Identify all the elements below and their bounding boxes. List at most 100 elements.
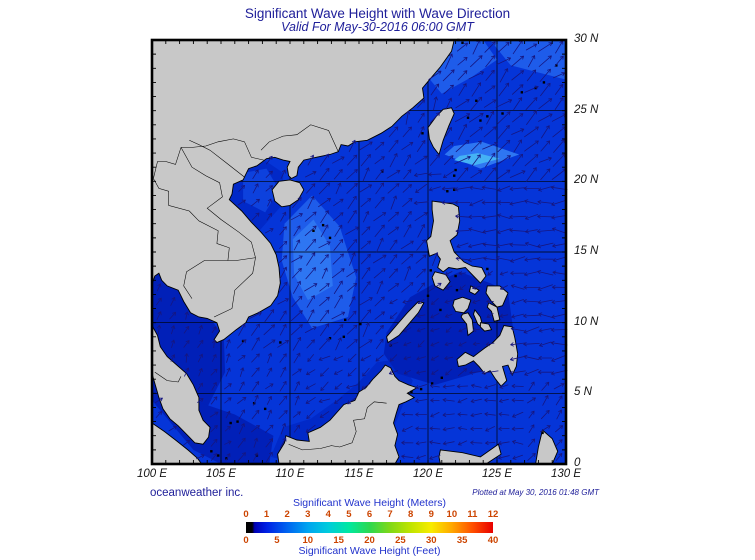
island-dot [241, 339, 245, 343]
degree-ticks [152, 40, 566, 464]
y-axis-tick-label: 20 N [574, 174, 599, 187]
x-axis-tick-label: 120 E [412, 468, 444, 480]
island-dot [454, 168, 457, 172]
island-dot [229, 421, 232, 425]
land-sulawesi-north [438, 443, 502, 465]
meters-tick-value: 6 [366, 509, 373, 520]
x-axis-tick-label: 115 E [344, 468, 374, 480]
land-taiwan [427, 107, 455, 156]
island-dot [321, 223, 325, 227]
island-dot [475, 99, 478, 102]
legend-meters-label: Significant Wave Height (Meters) [292, 497, 447, 509]
feet-tick-value: 15 [333, 535, 344, 546]
land-mainland-asia [151, 39, 455, 344]
land-luzon [426, 200, 487, 284]
meters-tick-value: 0 [243, 509, 249, 520]
page-title: Significant Wave Height with Wave Direct… [244, 6, 511, 21]
island-dot [479, 119, 482, 122]
border-line-1 [153, 147, 182, 179]
sea-patch-ecs-ne-corner [490, 40, 566, 80]
island-dot [486, 115, 489, 118]
island-dot [455, 288, 459, 292]
island-dot [439, 308, 442, 312]
island-dot [453, 188, 456, 192]
island-dot [501, 112, 504, 115]
island-dot [440, 376, 443, 379]
meters-tick-value: 2 [284, 509, 290, 520]
island-dot [263, 407, 267, 411]
feet-tick-value: 25 [395, 535, 406, 546]
island-dot [453, 174, 456, 177]
island-dot [486, 267, 489, 271]
x-axis-tick-label: 110 E [275, 468, 305, 480]
feet-tick-value: 20 [364, 535, 375, 546]
legend-meters-ticks: 0 1 2 3 4 5 6 7 8 9 10 11 12 [243, 509, 498, 520]
wave-height-colorbar [246, 522, 493, 533]
island-dot [344, 318, 347, 322]
oceanweather-credit: oceanweather inc. [150, 487, 244, 499]
land-panay [452, 296, 472, 314]
island-dot [210, 450, 213, 453]
land-hainan [271, 179, 305, 208]
plotted-at-timestamp: Plotted at May 30, 2016 01:48 GMT [472, 488, 599, 497]
meters-tick-value: 12 [487, 509, 499, 520]
meters-tick-value: 3 [305, 509, 311, 520]
island-dot [342, 335, 346, 338]
border-line-5 [153, 178, 230, 261]
feet-tick-value: 0 [243, 535, 249, 546]
feet-tick-value: 5 [274, 535, 280, 546]
meters-tick-value: 11 [467, 509, 478, 520]
border-line-8 [189, 140, 245, 178]
island-dot [381, 170, 384, 173]
border-line-9 [288, 401, 387, 451]
border-line-0 [181, 138, 264, 161]
island-dot [359, 322, 362, 326]
x-axis-tick-label: 105 E [205, 468, 237, 480]
island-dot [419, 387, 423, 391]
island-dot [430, 382, 434, 385]
feet-tick-value: 10 [302, 535, 314, 546]
island-dot [236, 420, 239, 423]
meters-tick-value: 4 [325, 509, 331, 520]
map-frame [150, 38, 568, 466]
meters-tick-value: 10 [446, 509, 458, 520]
island-dot [555, 64, 558, 67]
meters-tick-value: 1 [263, 509, 270, 520]
island-dot [225, 457, 228, 460]
land-bohol [479, 322, 493, 332]
land-masbate [468, 285, 480, 295]
island-dot [429, 269, 432, 272]
meters-tick-value: 5 [346, 509, 352, 520]
island-dot [454, 274, 457, 278]
wave-map-canvas [150, 38, 568, 466]
border-line-4 [213, 257, 256, 318]
island-dot [421, 132, 424, 135]
feet-tick-value: 30 [425, 535, 437, 546]
island-dot [255, 454, 259, 457]
island-dot [541, 431, 544, 435]
y-axis-tick-label: 0 [574, 457, 581, 469]
legend-feet-ticks: 0 5 10 15 20 25 30 35 40 [243, 535, 498, 546]
island-dot [279, 341, 282, 344]
island-dot [446, 190, 449, 193]
border-line-7 [260, 124, 339, 152]
island-dot [461, 41, 464, 45]
meters-tick-value: 8 [408, 509, 414, 520]
valid-time-subtitle: Valid For May-30-2016 06:00 GMT [281, 20, 474, 34]
meters-tick-value: 9 [428, 509, 434, 520]
island-dot [312, 229, 315, 232]
x-axis-tick-label: 125 E [481, 468, 513, 480]
y-axis-tick-label: 25 N [574, 103, 599, 116]
land-borneo [277, 364, 419, 465]
sea-patch-central-scs-core [292, 219, 333, 301]
x-axis-tick-label: 100 E [136, 468, 168, 480]
y-axis-tick-label: 10 N [574, 315, 599, 328]
island-dot [542, 81, 546, 84]
meters-tick-value: 7 [387, 509, 393, 520]
border-line-6 [154, 371, 182, 383]
island-dot [328, 236, 332, 240]
island-dot [217, 454, 220, 457]
wave-direction-arrows [154, 39, 568, 463]
border-line-3 [183, 257, 256, 299]
